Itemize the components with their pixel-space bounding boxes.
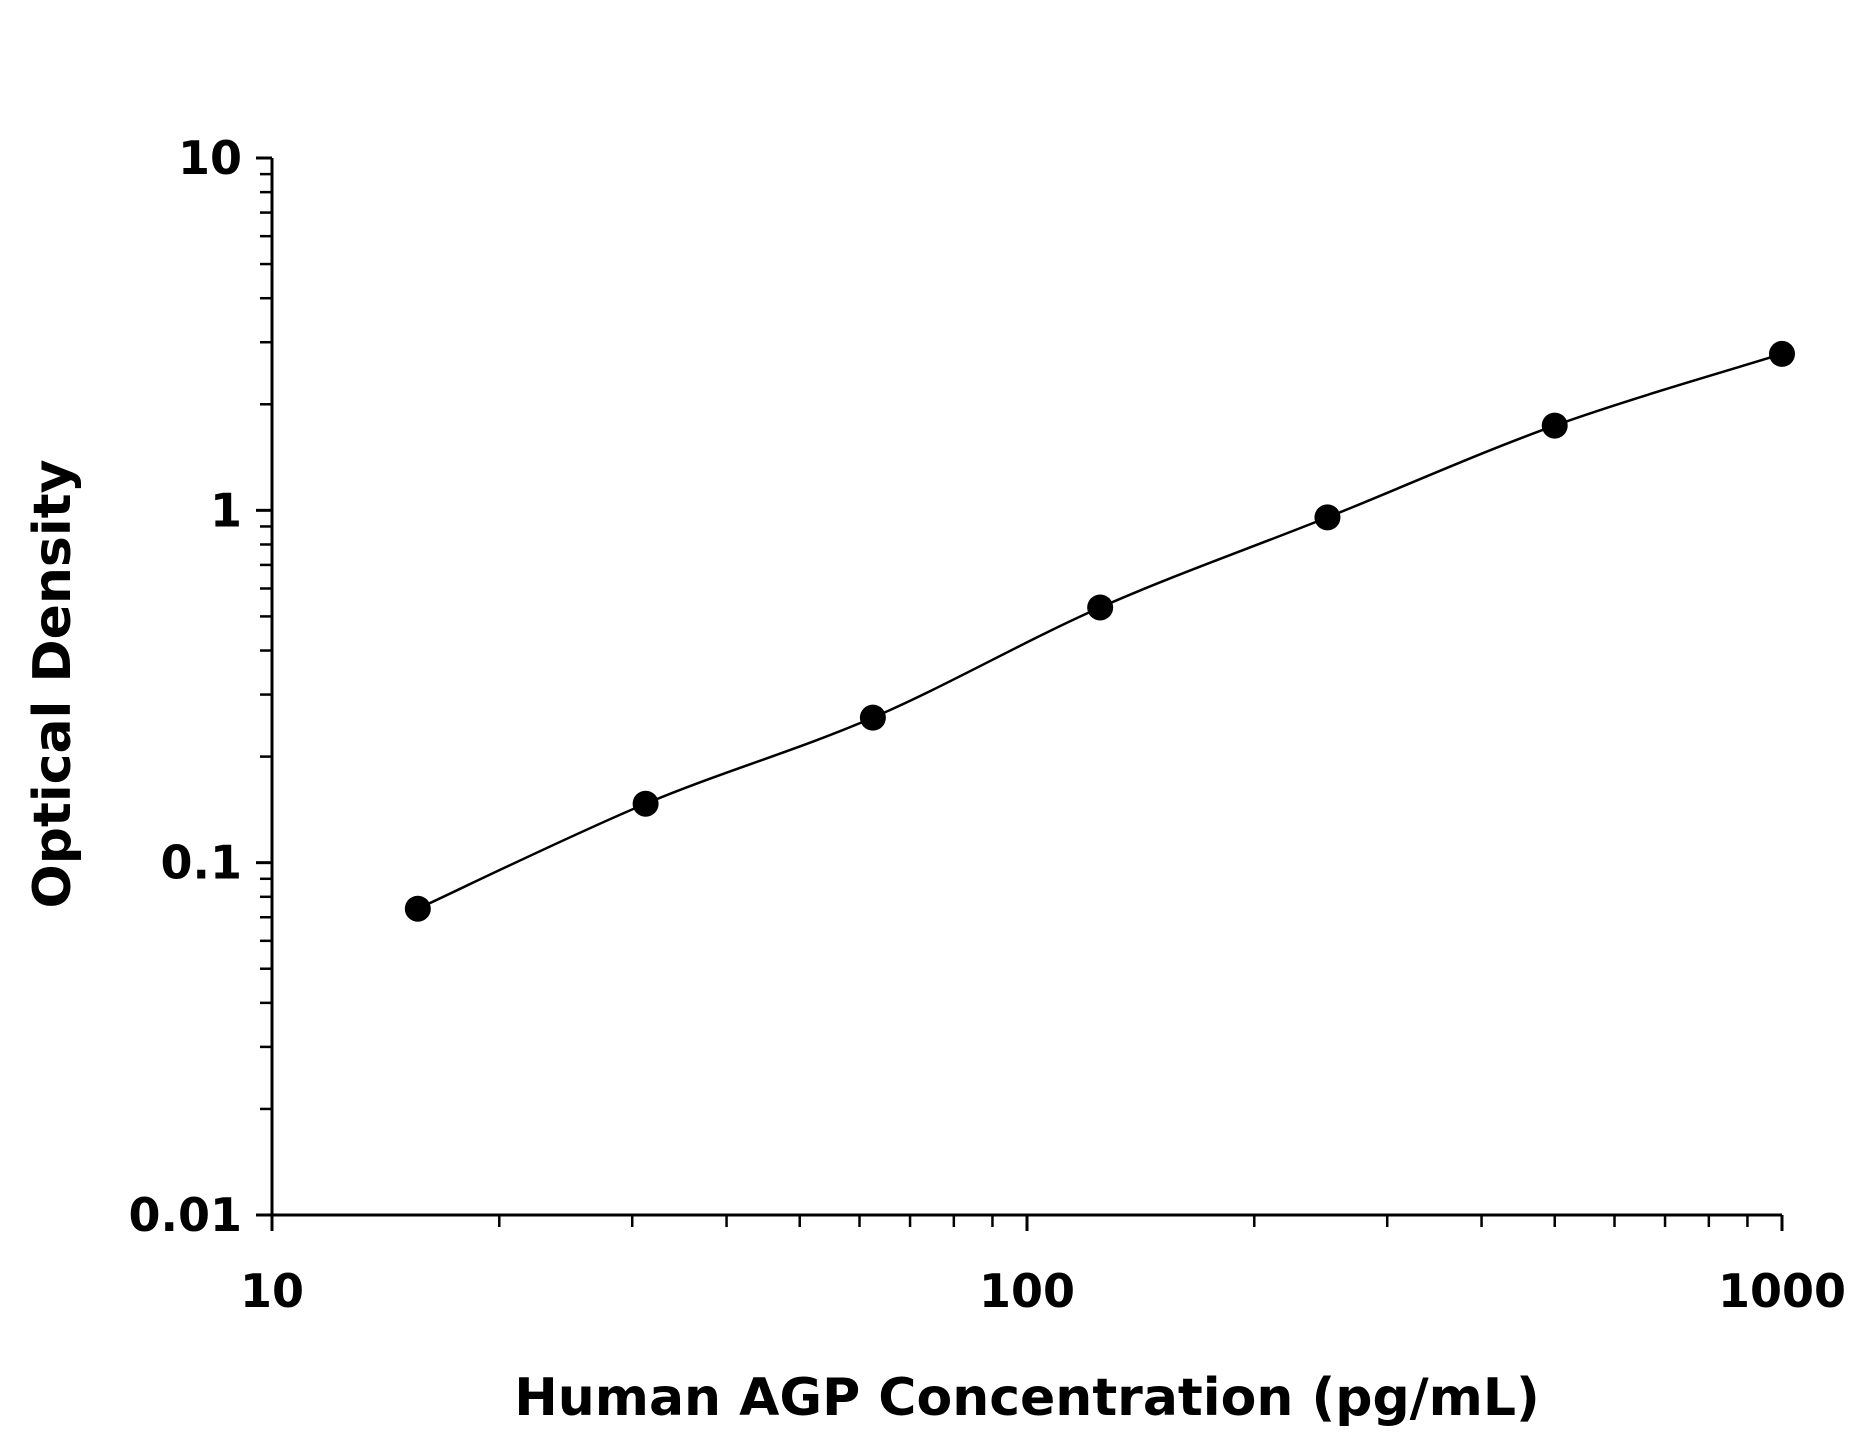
data-point bbox=[1769, 340, 1795, 367]
data-point bbox=[632, 790, 659, 817]
x-tick-label: 100 bbox=[979, 1264, 1075, 1318]
y-tick-label: 10 bbox=[178, 131, 242, 185]
tick-labels: 0.01 0.1 1 10 10 100 1000 bbox=[129, 131, 1847, 1318]
data-point bbox=[1087, 594, 1114, 621]
data-point bbox=[1541, 412, 1568, 439]
x-axis-title: Human AGP Concentration (pg/mL) bbox=[514, 1368, 1540, 1428]
axes bbox=[270, 158, 1782, 1217]
data-points bbox=[404, 340, 1795, 922]
data-point bbox=[404, 895, 431, 922]
y-tick-label: 0.1 bbox=[161, 836, 243, 890]
ticks bbox=[256, 156, 1784, 1231]
y-tick-label: 1 bbox=[210, 483, 242, 537]
data-point bbox=[859, 704, 886, 731]
data-point bbox=[1314, 504, 1341, 531]
fit-curve bbox=[417, 352, 1783, 910]
y-axis-title: Optical Density bbox=[23, 460, 83, 909]
x-tick-label: 1000 bbox=[1718, 1264, 1846, 1318]
x-tick-label: 10 bbox=[240, 1264, 304, 1318]
y-tick-label: 0.01 bbox=[129, 1188, 243, 1242]
